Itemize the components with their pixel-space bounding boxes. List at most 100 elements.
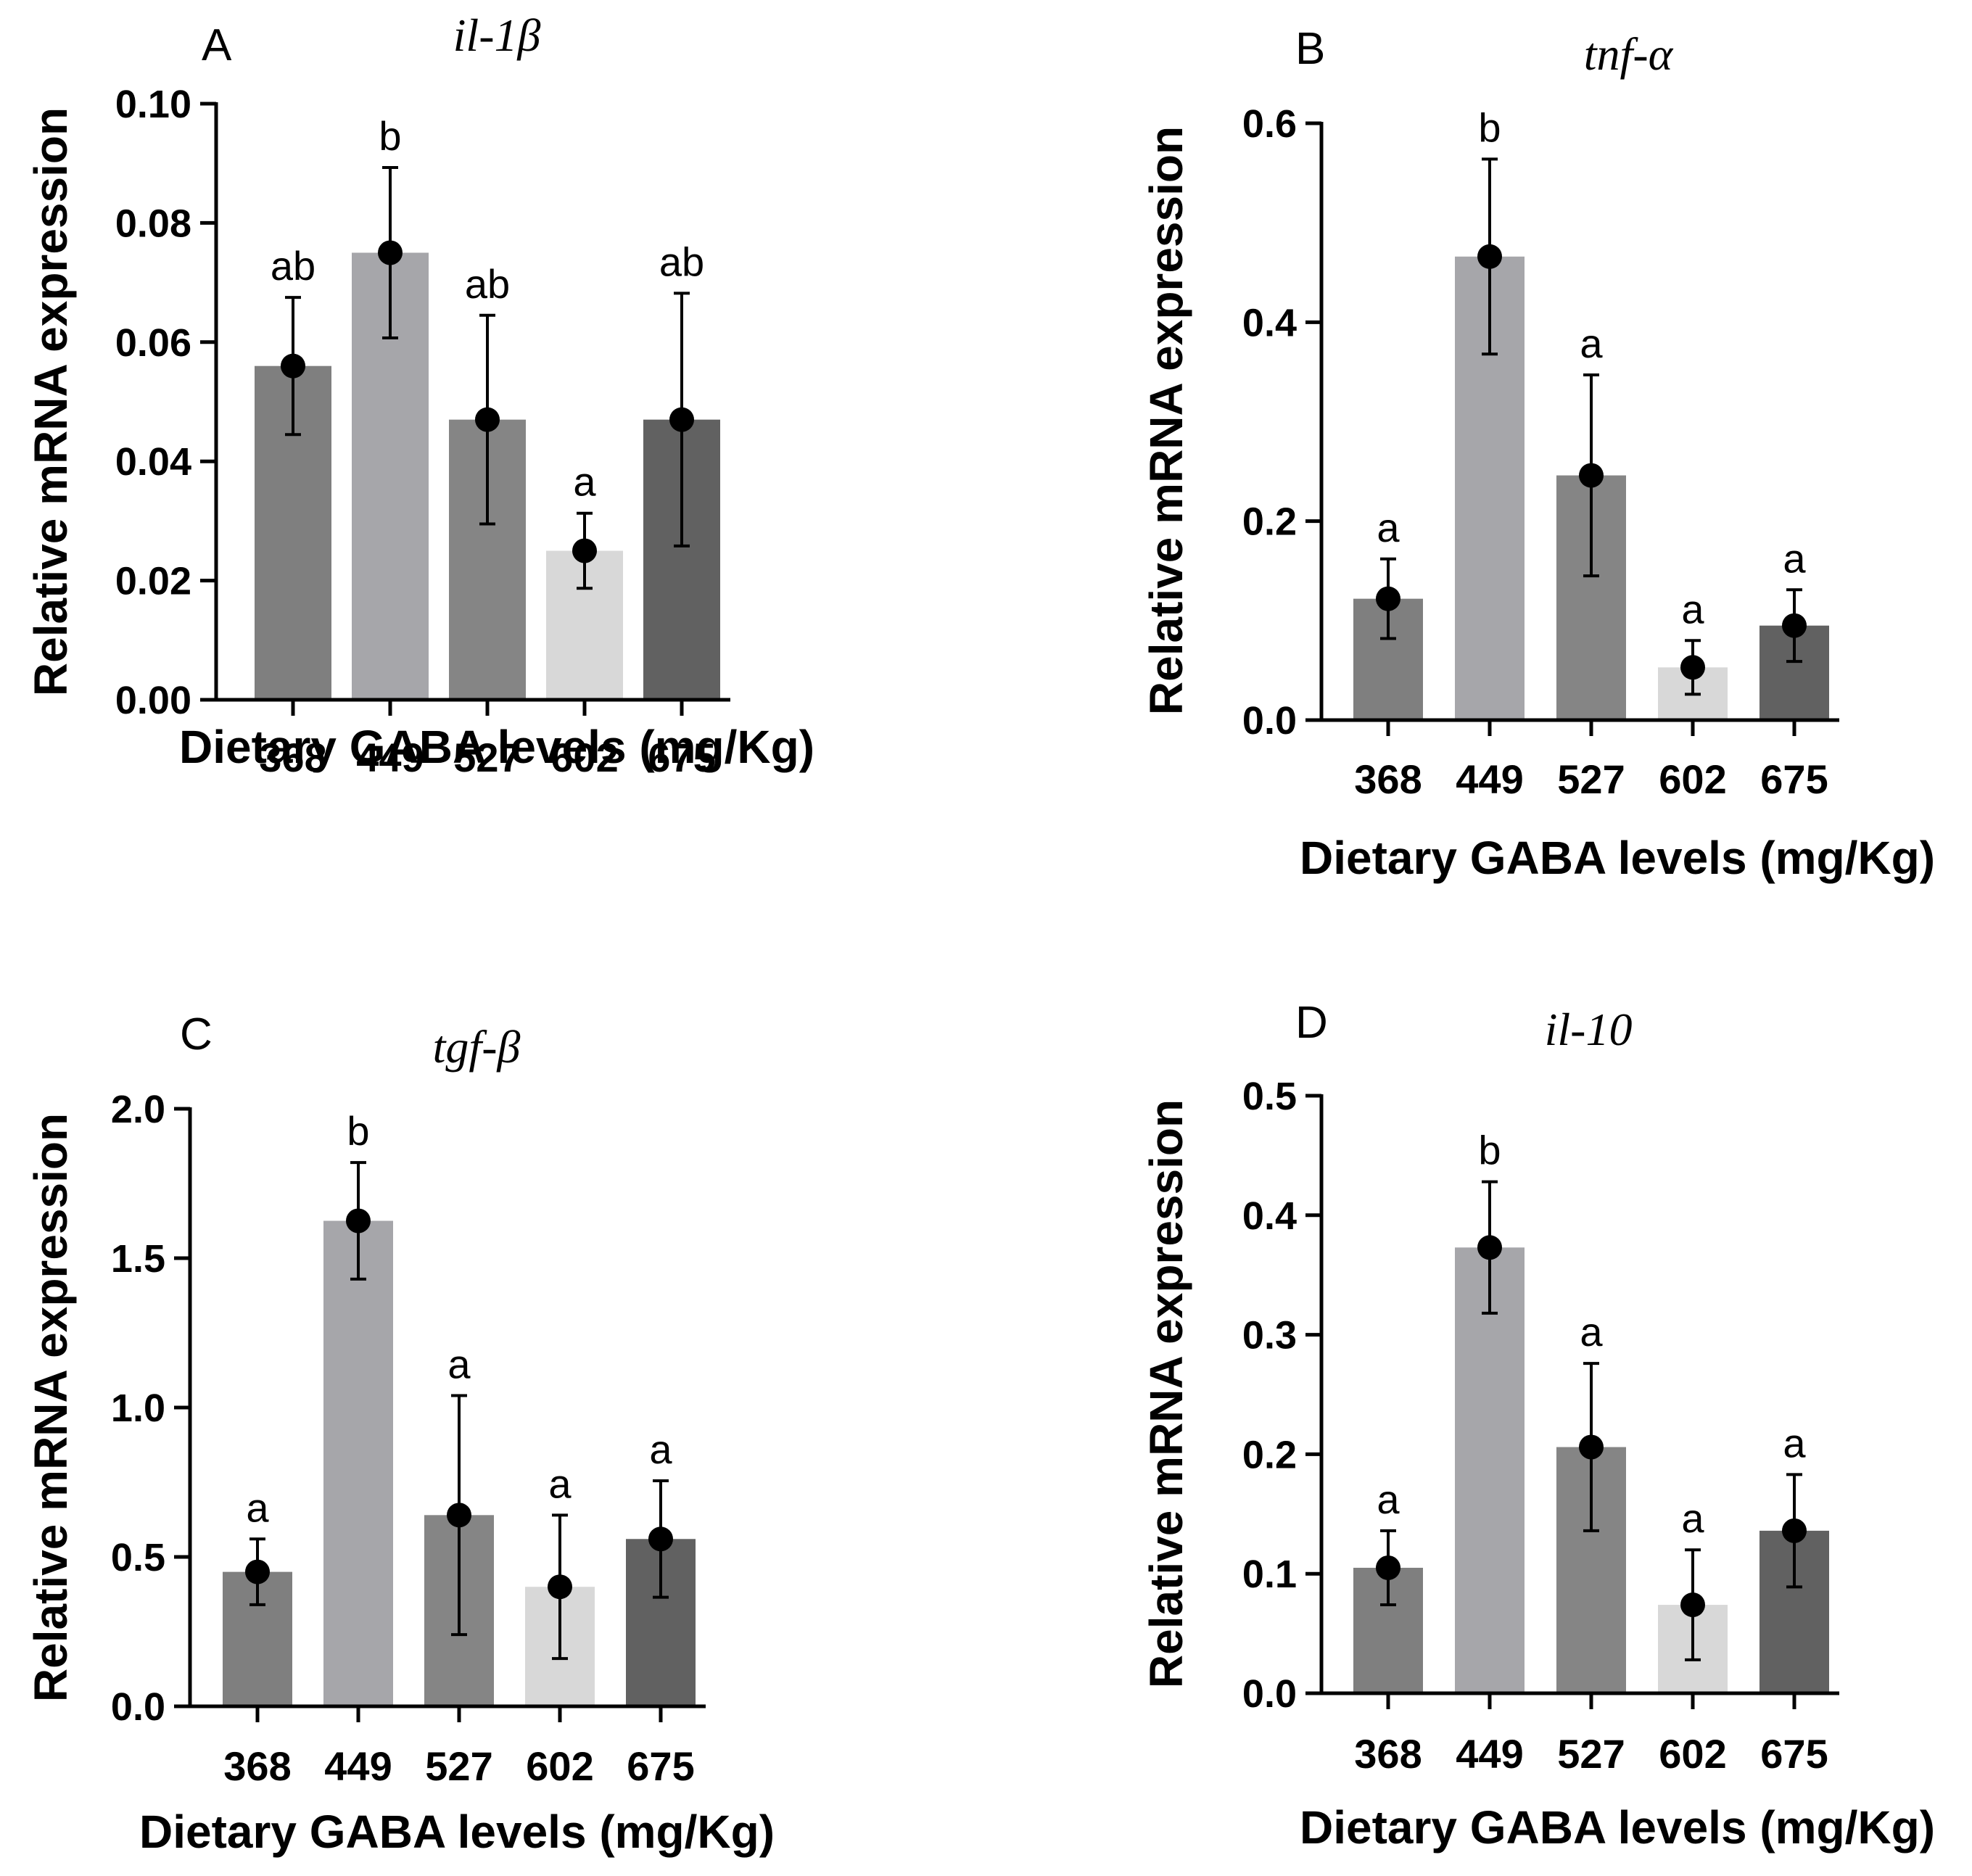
- significance-label-602: a: [548, 1460, 572, 1506]
- x-tick-label-449: 449: [1456, 756, 1523, 802]
- x-tick-label-527: 527: [1557, 756, 1625, 802]
- data-point-368: [1376, 586, 1400, 611]
- x-tick-label-602: 602: [526, 1743, 593, 1789]
- significance-label-527: ab: [465, 261, 510, 307]
- y-tick-label-0.2: 0.2: [1242, 1433, 1297, 1476]
- y-tick-label-0.3: 0.3: [1242, 1314, 1297, 1358]
- x-tick-label-449: 449: [356, 735, 424, 780]
- x-tick-label-527: 527: [453, 735, 521, 780]
- x-tick-label-675: 675: [648, 735, 715, 780]
- chart-title: tnf-α: [1584, 28, 1674, 80]
- data-point-675: [1782, 613, 1807, 638]
- data-point-602: [1680, 1592, 1705, 1618]
- y-tick-label-0.0: 0.0: [1242, 1672, 1297, 1716]
- y-tick-label-1.0: 1.0: [111, 1387, 165, 1430]
- x-tick-label-527: 527: [1557, 1731, 1625, 1777]
- chart-title: tgf-β: [433, 1021, 521, 1073]
- significance-label-368: a: [1377, 505, 1400, 550]
- data-point-368: [281, 353, 305, 379]
- data-point-675: [669, 407, 694, 432]
- data-point-449: [378, 240, 403, 265]
- x-tick-label-449: 449: [1456, 1731, 1523, 1777]
- y-axis-title: Relative mRNA expression: [25, 1113, 77, 1702]
- y-tick-label-0.5: 0.5: [111, 1536, 165, 1579]
- panel-letter: C: [180, 1009, 213, 1059]
- data-point-602: [572, 538, 597, 563]
- significance-label-527: a: [1580, 321, 1603, 366]
- x-tick-label-675: 675: [627, 1743, 694, 1789]
- x-axis-title: Dietary GABA levels (mg/Kg): [179, 721, 814, 773]
- bar-449: [323, 1220, 393, 1706]
- data-point-675: [1782, 1518, 1807, 1543]
- x-axis-title: Dietary GABA levels (mg/Kg): [1300, 1801, 1935, 1854]
- chart-title: il-1β: [453, 9, 541, 61]
- y-tick-label-0.0: 0.0: [111, 1685, 165, 1729]
- y-tick-label-0.1: 0.1: [1242, 1553, 1297, 1596]
- y-tick-label-0.4: 0.4: [1242, 301, 1297, 344]
- data-point-368: [245, 1559, 270, 1584]
- x-tick-label-449: 449: [324, 1743, 392, 1789]
- x-axis-title: Dietary GABA levels (mg/Kg): [1300, 832, 1935, 884]
- x-axis-title: Dietary GABA levels (mg/Kg): [139, 1806, 775, 1858]
- significance-label-449: b: [1478, 1128, 1501, 1173]
- panel-letter: A: [202, 20, 232, 70]
- x-tick-label-527: 527: [425, 1743, 492, 1789]
- x-tick-label-675: 675: [1760, 756, 1828, 802]
- significance-label-602: a: [573, 459, 596, 505]
- significance-label-675: a: [1783, 1420, 1806, 1466]
- x-tick-label-368: 368: [259, 735, 326, 780]
- y-axis-title: Relative mRNA expression: [1140, 1099, 1192, 1688]
- x-tick-label-602: 602: [1659, 1731, 1726, 1777]
- y-axis-title: Relative mRNA expression: [25, 107, 77, 696]
- data-point-527: [475, 407, 500, 432]
- x-tick-label-602: 602: [550, 735, 618, 780]
- significance-label-449: b: [347, 1108, 369, 1154]
- y-tick-label-0.08: 0.08: [115, 202, 191, 245]
- x-tick-label-602: 602: [1659, 756, 1726, 802]
- significance-label-675: a: [1783, 535, 1806, 581]
- y-tick-label-0.10: 0.10: [115, 83, 191, 126]
- significance-label-602: a: [1681, 1495, 1704, 1541]
- significance-label-449: b: [1478, 104, 1501, 150]
- y-tick-label-0.2: 0.2: [1242, 500, 1297, 544]
- significance-label-368: a: [1377, 1476, 1400, 1522]
- chart-title: il-10: [1545, 1004, 1633, 1055]
- data-point-602: [548, 1574, 572, 1600]
- y-tick-label-0.4: 0.4: [1242, 1194, 1297, 1238]
- bar-449: [1455, 1247, 1525, 1693]
- x-tick-label-368: 368: [223, 1743, 291, 1789]
- significance-label-602: a: [1681, 586, 1704, 632]
- data-point-368: [1376, 1555, 1400, 1580]
- significance-label-675: ab: [659, 239, 704, 284]
- x-tick-label-368: 368: [1354, 756, 1422, 802]
- panel-letter: D: [1295, 998, 1328, 1048]
- data-point-449: [346, 1208, 371, 1234]
- significance-label-368: ab: [271, 243, 315, 289]
- data-point-527: [447, 1503, 471, 1528]
- x-tick-label-368: 368: [1354, 1731, 1422, 1777]
- y-tick-label-0.06: 0.06: [115, 321, 191, 365]
- significance-label-449: b: [379, 113, 401, 159]
- significance-label-527: a: [447, 1342, 471, 1387]
- y-tick-label-0.04: 0.04: [115, 440, 191, 484]
- y-axis-title: Relative mRNA expression: [1140, 126, 1192, 715]
- data-point-449: [1477, 1235, 1502, 1260]
- y-tick-label-2.0: 2.0: [111, 1088, 165, 1131]
- data-point-527: [1579, 1434, 1604, 1460]
- data-point-527: [1579, 463, 1604, 488]
- data-point-675: [648, 1526, 673, 1552]
- significance-label-675: a: [649, 1426, 672, 1472]
- y-tick-label-0.00: 0.00: [115, 679, 191, 722]
- significance-label-527: a: [1580, 1309, 1603, 1355]
- y-tick-label-0.6: 0.6: [1242, 102, 1297, 146]
- significance-label-368: a: [246, 1484, 269, 1530]
- y-tick-label-0.0: 0.0: [1242, 699, 1297, 743]
- y-tick-label-1.5: 1.5: [111, 1237, 165, 1281]
- y-tick-label-0.5: 0.5: [1242, 1075, 1297, 1118]
- data-point-602: [1680, 655, 1705, 680]
